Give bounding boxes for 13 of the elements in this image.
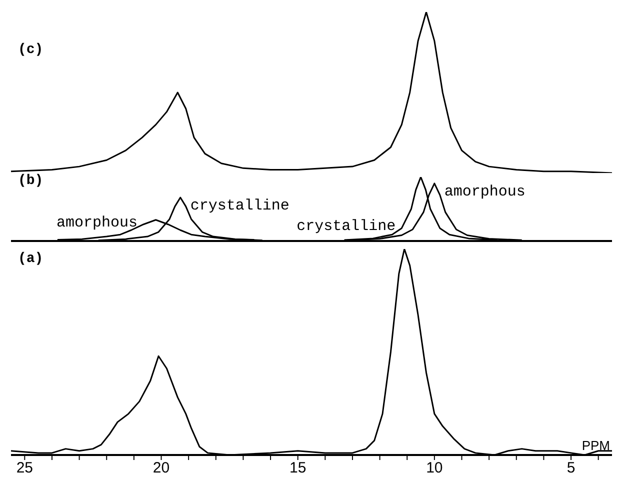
text: (c) [18, 42, 44, 58]
series-label: amorphous [444, 183, 526, 200]
series-label: amorphous [56, 214, 138, 232]
chart-title: (b) [18, 173, 44, 189]
x-axis-title: PPM [582, 438, 610, 453]
chart-title: (a) [18, 251, 44, 267]
x-tick-label: 20 [152, 460, 170, 477]
series-label: crystalline [296, 218, 396, 236]
x-tick-label: 5 [566, 460, 576, 477]
x-tick-label: 15 [289, 460, 306, 477]
x-tick-label: 25 [16, 460, 34, 477]
series-label: crystalline [190, 197, 290, 214]
x-tick-label: 10 [426, 460, 443, 477]
